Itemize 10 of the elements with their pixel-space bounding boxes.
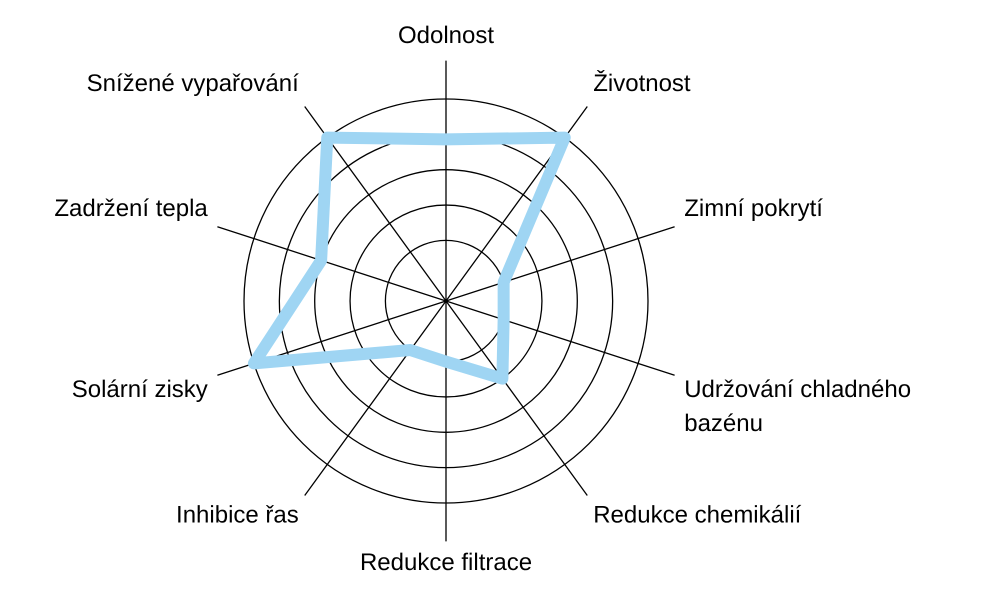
spoke-label: Odolnost — [398, 22, 494, 50]
spoke-label: Udržování chladného bazénu — [684, 376, 912, 438]
spoke-label: Životnost — [593, 70, 691, 97]
spoke-label: Zadržení tepla — [54, 195, 208, 222]
spoke-label: Solární zisky — [72, 376, 208, 404]
spoke-label: Redukce filtrace — [360, 549, 532, 576]
spoke-label: Zimní pokrytí — [684, 195, 824, 222]
spoke-label: Inhibice řas — [176, 501, 299, 528]
spoke-label: Redukce chemikálií — [593, 501, 802, 528]
spoke-label: Snížené vypařování — [86, 70, 300, 97]
